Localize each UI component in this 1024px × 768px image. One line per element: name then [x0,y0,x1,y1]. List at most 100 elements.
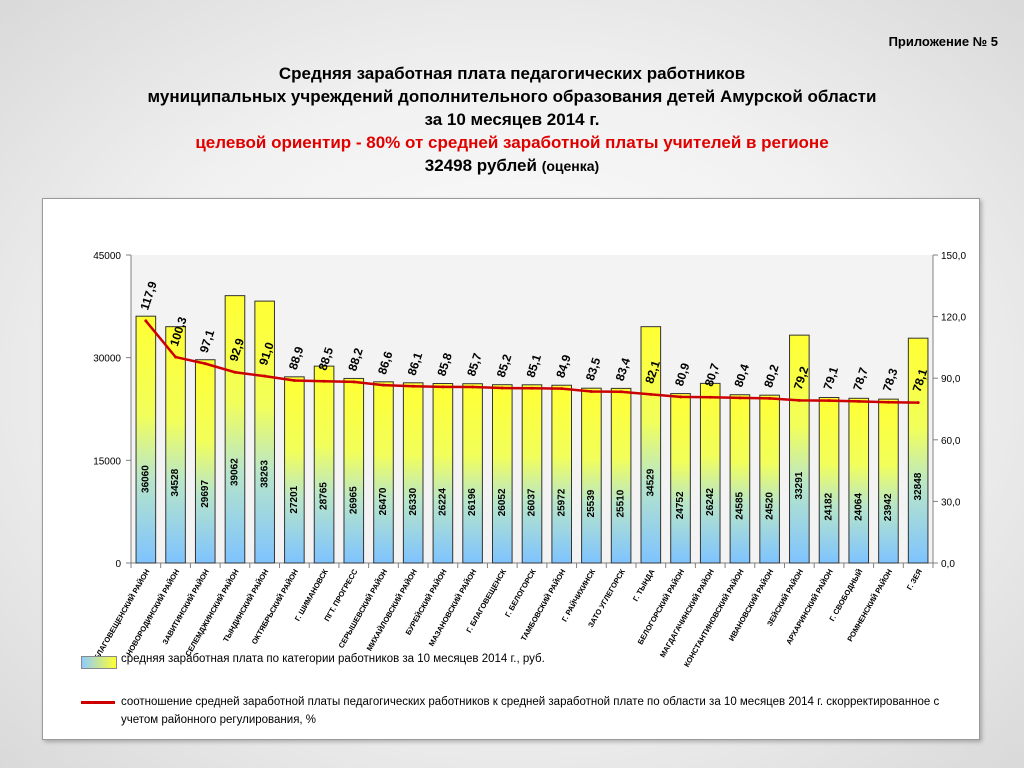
bar-value-label: 34528 [170,468,181,496]
ratio-point [381,383,385,387]
ratio-point [144,319,148,323]
ratio-point [768,396,772,400]
bar [521,384,543,564]
ratio-value-label: 85,2 [494,352,515,379]
bar-value-label: 25972 [556,488,567,516]
bar [581,387,602,564]
ratio-point [322,379,326,383]
right-tick-label: 0,0 [941,559,955,570]
bar [402,382,424,564]
bar [491,384,513,564]
ratio-value-label: 88,5 [316,345,337,372]
bar [848,397,870,564]
ratio-point [589,390,593,394]
bar [462,383,483,564]
legend-item-salary: средняя заработная плата по категории ра… [81,653,545,669]
ratio-value-label: 79,1 [821,365,842,392]
ratio-point [352,380,356,384]
ratio-point [738,396,742,400]
left-tick-label: 30000 [93,354,121,365]
bar [224,295,246,564]
ratio-point [471,385,475,389]
bar-value-label: 34529 [645,468,656,496]
bar-value-label: 24520 [764,492,775,520]
bar [551,384,573,564]
category-label: НОВОРОДИНСКИЙ РАЙОН [124,568,181,658]
target-value-row: 32498 рублей (оценка) [0,154,1024,178]
bar-value-label: 26965 [348,486,359,514]
bar-value-label: 28765 [319,482,330,510]
ratio-point [886,400,890,404]
category-label: СЕЛЕМДЖИНСКИЙ РАЙОН [183,568,240,658]
bar [610,387,632,564]
bar [313,365,335,564]
ratio-value-label: 80,9 [672,361,693,388]
chart-svg: 0 15000 30000 45000 0,0 30,0 60,0 90,0 120,0 150,… [92,251,966,669]
legend-item-ratio: соотношение средней заработной платы пед… [81,693,941,729]
category-label: Г. БЕЛОГОРСК [503,567,538,618]
target-note: (оценка) [541,158,600,174]
chart-frame: 0 15000 30000 45000 0,0 30,0 60,0 90,0 120,0 150,… [42,198,980,740]
bar [284,376,305,564]
ratio-point [857,399,861,403]
bar [907,337,929,564]
legend-label-ratio: соотношение средней заработной платы пед… [121,696,940,726]
ratio-point [679,395,683,399]
bar-value-label: 24182 [824,492,835,520]
bar [135,315,157,564]
ratio-value-label: 79,2 [791,364,812,391]
right-tick-label: 150,0 [941,251,966,262]
category-label: Г. ТЫНДА [631,567,657,603]
category-label: МАГДАГАЧИНСКИЙ РАЙОН [658,568,716,659]
ratio-point [441,385,445,389]
bar-value-label: 26224 [438,488,449,516]
legend-swatch-line [81,701,115,704]
right-tick-label: 60,0 [941,436,961,447]
ratio-value-label: 92,9 [227,336,248,363]
bar [194,359,216,564]
bar [759,394,780,564]
ratio-value-label: 86,1 [405,350,426,377]
ratio-value-label: 83,5 [583,356,604,383]
right-tick-label: 120,0 [941,313,966,324]
bar-value-label: 36060 [140,465,151,493]
bar-value-label: 29697 [200,480,211,508]
bar-value-label: 26242 [705,488,716,516]
ratio-point [292,378,296,382]
ratio-line [144,319,920,405]
ratio-value-label: 80,2 [761,362,782,389]
ratio-point [530,386,534,390]
ratio-value-label: 83,4 [613,356,634,383]
bar-value-label: 24752 [675,491,686,519]
category-label: КОНСТАНТИНОВСКИЙ РАЙОН [682,568,746,669]
ratio-point [233,370,237,374]
ratio-value-label: 80,4 [731,362,752,389]
bar [729,394,751,564]
ratio-point [500,386,504,390]
ratio-value-label: 88,2 [345,346,366,373]
bars [135,295,929,564]
ratio-value-label: 97,1 [197,328,218,355]
ratio-value-label: 88,9 [286,345,307,372]
ratio-value-label: 78,7 [850,365,871,392]
bar-value-label: 27201 [289,485,300,513]
bar [343,377,365,564]
bar-value-label: 23942 [883,493,894,521]
bar-value-label: 33291 [794,471,805,499]
bar [699,382,721,564]
ratio-point [797,398,801,402]
bar-value-label: 38263 [259,460,270,488]
bar-value-label: 25510 [616,489,627,517]
title-line-2: муниципальных учреждений дополнительного… [147,87,877,106]
ratio-point [827,399,831,403]
ratio-point [203,362,207,366]
ratio-value-label: 82,1 [642,358,663,385]
ratio-value-label: 91,0 [256,340,277,367]
bar-value-label: 26052 [497,488,508,516]
ratio-value-label: 86,6 [375,349,396,376]
bar-value-label: 32848 [913,472,924,500]
ratio-value-label: 80,7 [702,361,723,388]
bar [640,326,662,564]
bar-value-label: 26330 [408,487,419,515]
